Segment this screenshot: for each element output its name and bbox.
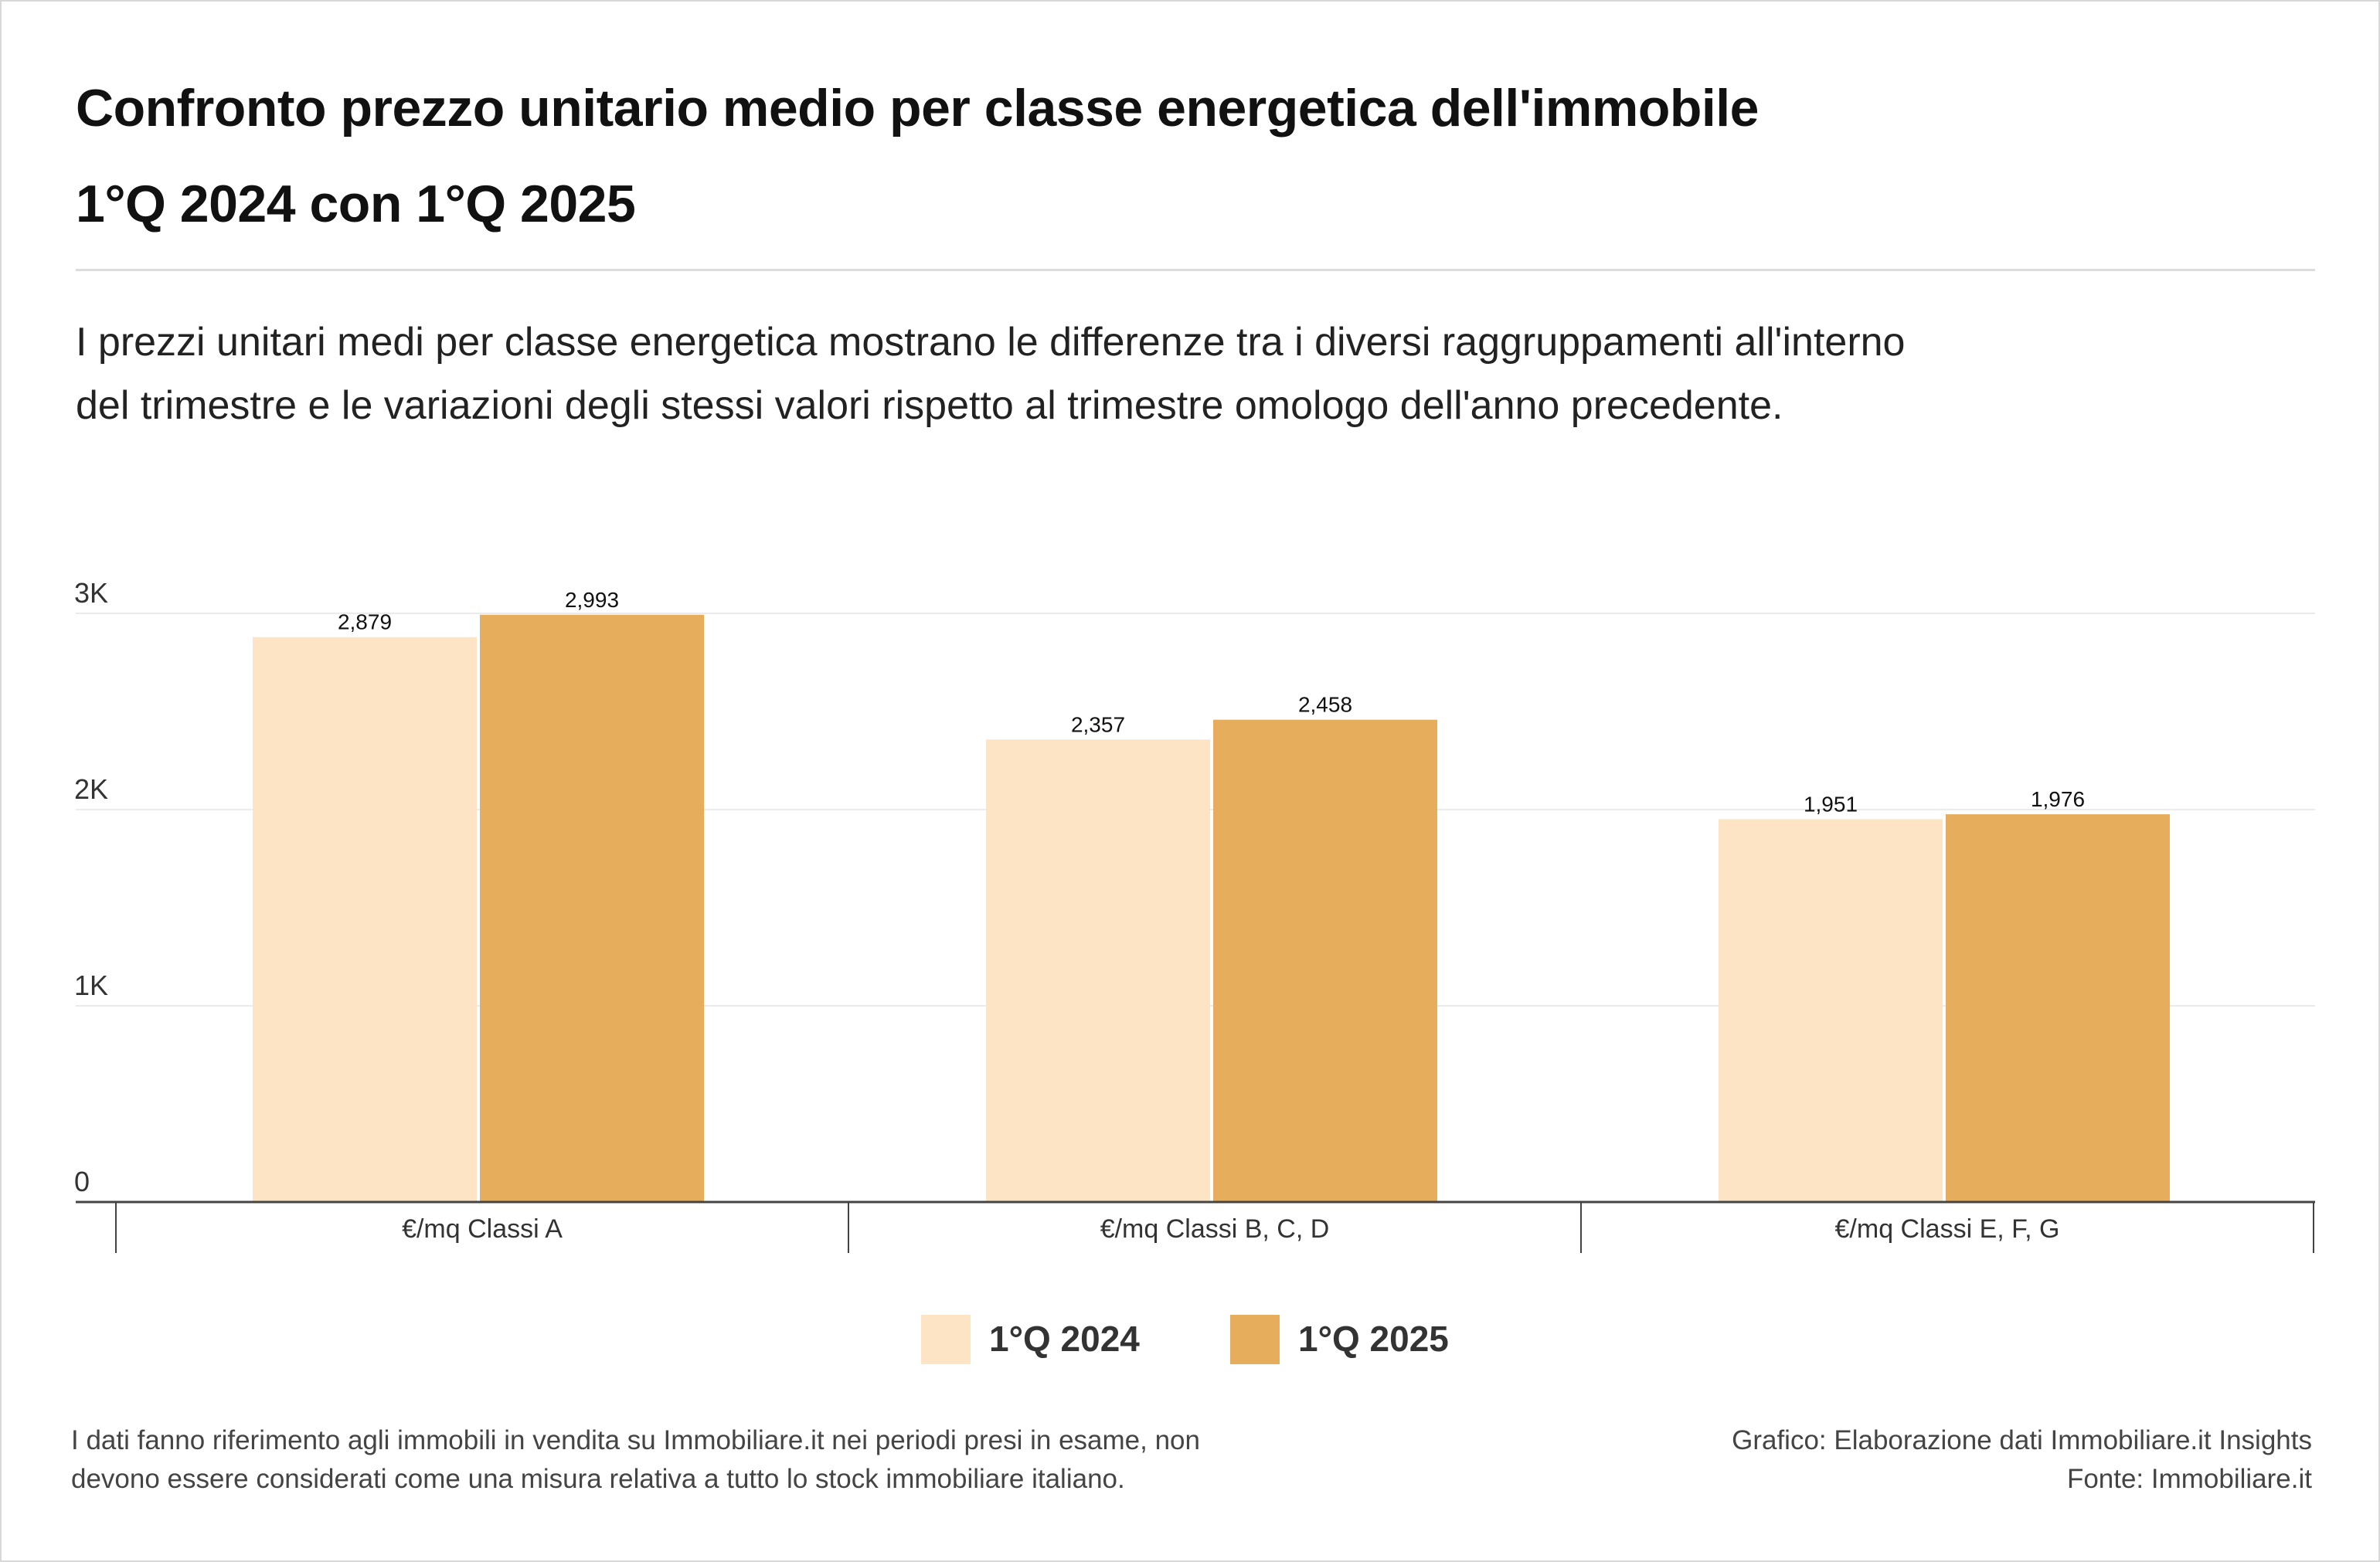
source-credits: Grafico: Elaborazione dati Immobiliare.i…: [1462, 1421, 2312, 1499]
data-label-2024-2: 1,951: [1804, 792, 1858, 816]
data-label-2025-1: 2,458: [1298, 693, 1352, 717]
data-label-2025-2: 1,976: [2031, 787, 2085, 811]
x-tick-label-2: €/mq Classi E, F, G: [1835, 1214, 2060, 1244]
legend-swatch-2025: [1230, 1315, 1280, 1364]
y-tick-label-1: 1K: [74, 969, 108, 1001]
subtitle-line-2: del trimestre e le variazioni degli stes…: [76, 383, 1783, 428]
x-tick-label-1: €/mq Classi B, C, D: [1100, 1214, 1330, 1244]
bar-chart: 0 1K 2K 3K 2,879 2,993 2,357 2,458 1,951 1,976 €/m…: [74, 577, 2315, 1253]
bar-2025-1: [1213, 719, 1437, 1202]
footnote-line-2: devono essere considerati come una misur…: [71, 1464, 1125, 1494]
chart-subtitle: I prezzi unitari medi per classe energet…: [76, 311, 2332, 437]
title-line-2: 1°Q 2024 con 1°Q 2025: [76, 175, 636, 233]
data-label-2024-1: 2,357: [1071, 712, 1125, 736]
title-divider: [76, 269, 2315, 271]
bar-2024-1: [986, 739, 1210, 1202]
chart-legend: 1°Q 2024 1°Q 2025: [2, 1315, 2380, 1369]
legend-label-2024: 1°Q 2024: [989, 1319, 1140, 1359]
bar-2024-0: [253, 637, 477, 1202]
data-label-2025-0: 2,993: [565, 588, 619, 612]
bar-2025-2: [1946, 814, 2170, 1202]
y-tick-label-0: 0: [74, 1166, 90, 1197]
legend-swatch-2024: [921, 1315, 971, 1364]
title-line-1: Confronto prezzo unitario medio per clas…: [76, 79, 1760, 138]
legend-label-2025: 1°Q 2025: [1298, 1319, 1449, 1359]
data-footnote: I dati fanno riferimento agli immobili i…: [71, 1421, 1385, 1499]
bar-2025-0: [480, 614, 704, 1202]
footnote-line-1: I dati fanno riferimento agli immobili i…: [71, 1425, 1200, 1455]
y-tick-label-3: 3K: [74, 577, 108, 609]
data-label-2024-0: 2,879: [338, 610, 392, 634]
credit-line-2: Fonte: Immobiliare.it: [2066, 1464, 2312, 1494]
chart-title: Confronto prezzo unitario medio per clas…: [76, 60, 2317, 252]
x-tick-label-0: €/mq Classi A: [402, 1214, 563, 1244]
subtitle-line-1: I prezzi unitari medi per classe energet…: [76, 320, 1906, 365]
bar-2024-2: [1719, 819, 1943, 1202]
y-tick-label-2: 2K: [74, 773, 108, 805]
credit-line-1: Grafico: Elaborazione dati Immobiliare.i…: [1732, 1425, 2312, 1455]
